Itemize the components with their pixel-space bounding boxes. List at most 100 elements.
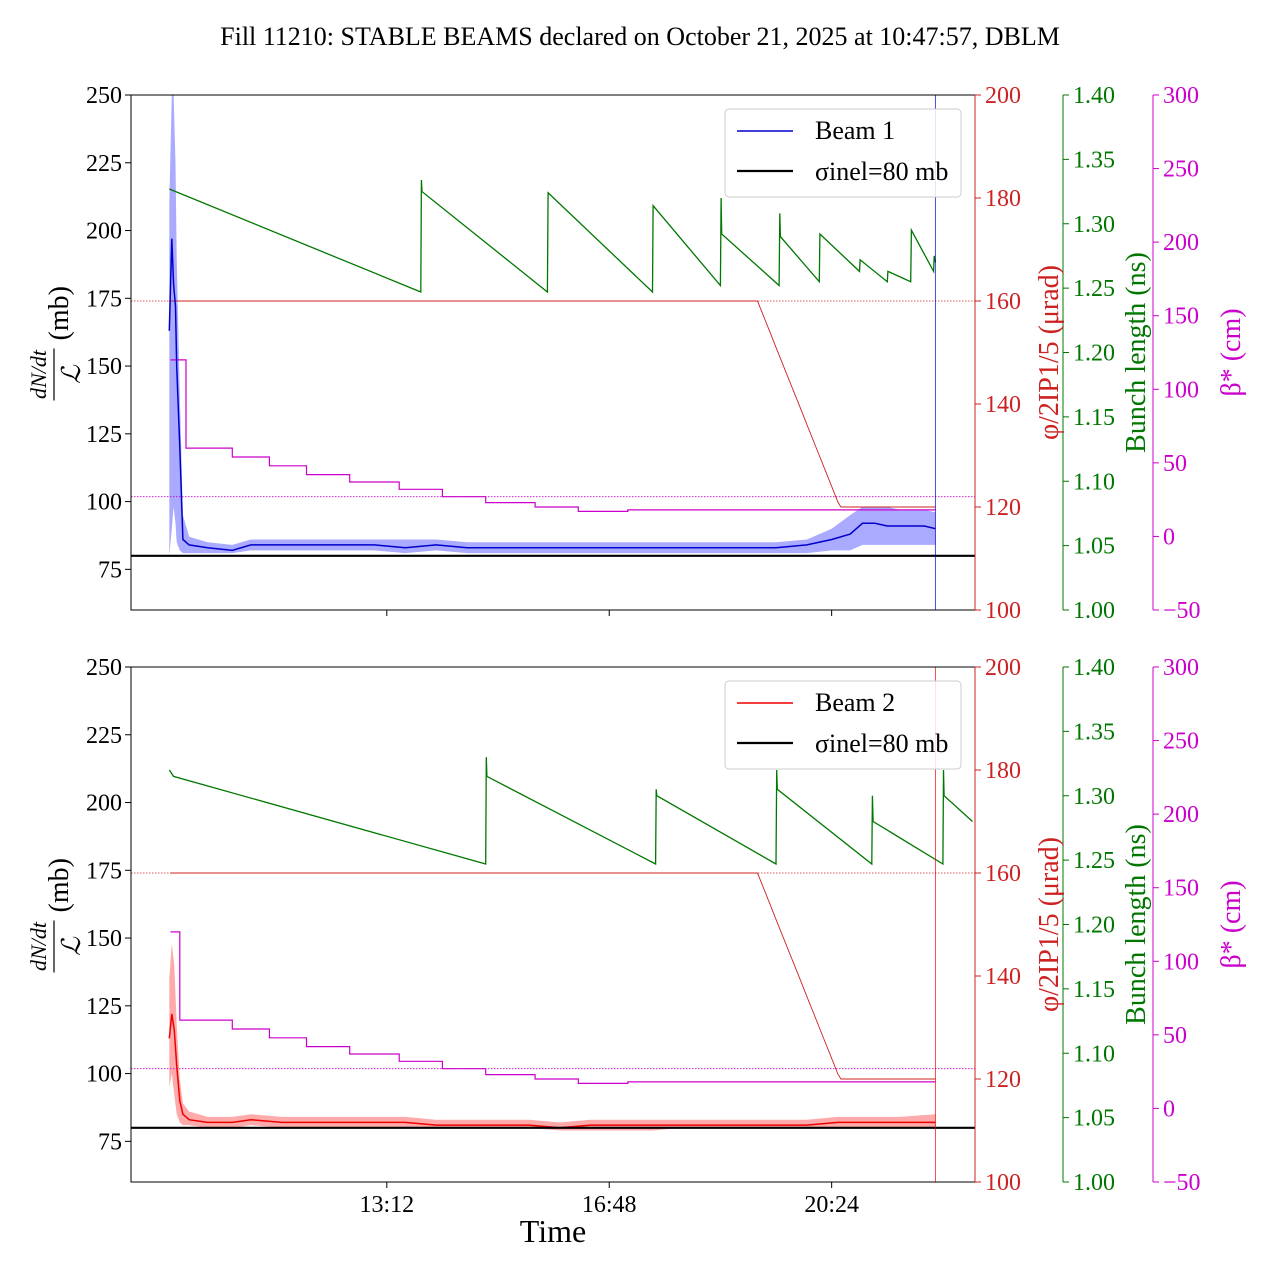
- bunch-tick-label: 1.40: [1073, 655, 1115, 681]
- beta-tick-label: 200: [1163, 230, 1199, 256]
- y-tick-label: 175: [86, 858, 122, 884]
- bunch-tick-label: 1.10: [1073, 1041, 1115, 1067]
- crossing-tick-label: 200: [985, 83, 1021, 109]
- beta-tick-label: 300: [1163, 655, 1199, 681]
- y-tick-label: 75: [98, 1129, 122, 1155]
- legend-label-sigma: σinel=80 mb: [815, 729, 948, 758]
- bunch-tick-label: 1.00: [1073, 598, 1115, 624]
- y-tick-label: 150: [86, 926, 122, 952]
- bunch-tick-label: 1.40: [1073, 83, 1115, 109]
- y-tick-label: 225: [86, 151, 122, 177]
- crossing-tick-label: 140: [985, 964, 1021, 990]
- series-band-bottom: [169, 943, 936, 1131]
- beta-tick-label: 0: [1163, 1096, 1175, 1122]
- plot-area: [131, 667, 975, 1182]
- beta-tick-label: 150: [1163, 876, 1199, 902]
- beta-tick-label: −50: [1163, 598, 1201, 624]
- bunch-tick-label: 1.10: [1073, 469, 1115, 495]
- bunch-tick-label: 1.20: [1073, 341, 1115, 367]
- bunch-tick-label: 1.30: [1073, 784, 1115, 810]
- beta-tick-label: 150: [1163, 304, 1199, 330]
- y-axis-label: dN/dt ℒ (mb): [26, 858, 86, 973]
- beta-tick-label: −50: [1163, 1170, 1201, 1196]
- y-tick-label: 250: [86, 83, 122, 109]
- crossing-tick-label: 180: [985, 758, 1021, 784]
- crossing-tick-label: 200: [985, 655, 1021, 681]
- beta-tick-label: 200: [1163, 802, 1199, 828]
- bunch-tick-label: 1.35: [1073, 147, 1115, 173]
- x-tick-label: 16:48: [582, 1192, 637, 1218]
- y-label-denominator: ℒ: [57, 936, 86, 956]
- x-axis-label: Time: [520, 1213, 586, 1249]
- series-beta-star: [170, 931, 936, 1085]
- y-label-unit: (mb): [44, 286, 75, 340]
- bunch-tick-label: 1.25: [1073, 848, 1115, 874]
- y-axis-label: dN/dt ℒ (mb): [26, 286, 86, 401]
- crossing-tick-label: 100: [985, 598, 1021, 624]
- series-bunch-length: [169, 179, 937, 294]
- y-tick-label: 200: [86, 791, 122, 817]
- series-beam-1: [168, 238, 936, 552]
- beta-tick-label: 0: [1163, 524, 1175, 550]
- crossing-tick-label: 140: [985, 392, 1021, 418]
- y-label-unit: (mb): [44, 858, 75, 912]
- y-tick-label: 250: [86, 655, 122, 681]
- plot-area: [131, 95, 975, 610]
- beta-tick-label: 100: [1163, 377, 1199, 403]
- beta-tick-label: 100: [1163, 949, 1199, 975]
- crossing-axis-label: φ/2IP1/5 (μrad): [1034, 265, 1065, 440]
- y-label-numerator: dN/dt: [26, 921, 51, 971]
- bunch-tick-label: 1.20: [1073, 913, 1115, 939]
- y-tick-label: 75: [98, 557, 122, 583]
- x-tick-label: 13:12: [359, 1192, 414, 1218]
- crossing-tick-label: 160: [985, 861, 1021, 887]
- chart-title: Fill 11210: STABLE BEAMS declared on Oct…: [220, 22, 1060, 51]
- series-beta-star: [170, 359, 936, 512]
- bunch-tick-label: 1.05: [1073, 1106, 1115, 1132]
- panel-bottom: 75 100 125 150 175 200 225 250 100 120 140 160 180 20…: [26, 655, 1247, 1218]
- series-bunch-length: [168, 757, 973, 866]
- y-tick-label: 175: [86, 286, 122, 312]
- bunch-tick-label: 1.15: [1073, 405, 1115, 431]
- legend: Beam 1 σinel=80 mb: [724, 108, 962, 198]
- y-tick-label: 100: [86, 490, 122, 516]
- legend: Beam 2 σinel=80 mb: [724, 680, 962, 770]
- bunch-tick-label: 1.00: [1073, 1170, 1115, 1196]
- crossing-tick-label: 160: [985, 289, 1021, 315]
- beta-tick-label: 250: [1163, 157, 1199, 183]
- y-tick-label: 100: [86, 1062, 122, 1088]
- series-beam-2: [168, 1013, 936, 1129]
- crossing-axis-label: φ/2IP1/5 (μrad): [1034, 837, 1065, 1012]
- beta-tick-label: 300: [1163, 83, 1199, 109]
- series-crossing-angle: [170, 300, 936, 508]
- bunch-axis-label: Bunch length (ns): [1121, 824, 1152, 1025]
- y-tick-label: 225: [86, 723, 122, 749]
- beta-axis-label: β* (cm): [1216, 880, 1247, 968]
- beta-axis-label: β* (cm): [1216, 308, 1247, 396]
- y-tick-label: 200: [86, 219, 122, 245]
- panel-top: 75 100 125 150 175 200 225 250 100 120 140 160 180 20…: [26, 83, 1247, 624]
- y-tick-label: 125: [86, 422, 122, 448]
- bunch-tick-label: 1.35: [1073, 719, 1115, 745]
- y-tick-label: 125: [86, 994, 122, 1020]
- legend-label-beam: Beam 1: [815, 116, 895, 145]
- bunch-axis-label: Bunch length (ns): [1121, 252, 1152, 453]
- y-label-denominator: ℒ: [57, 364, 86, 384]
- beta-tick-label: 250: [1163, 729, 1199, 755]
- y-tick-label: 150: [86, 354, 122, 380]
- crossing-tick-label: 120: [985, 495, 1021, 521]
- bunch-tick-label: 1.15: [1073, 977, 1115, 1003]
- legend-label-sigma: σinel=80 mb: [815, 157, 948, 186]
- x-tick-label: 20:24: [804, 1192, 859, 1218]
- series-crossing-angle: [170, 872, 936, 1080]
- beta-tick-label: 50: [1163, 1023, 1187, 1049]
- bunch-tick-label: 1.25: [1073, 276, 1115, 302]
- bunch-tick-label: 1.30: [1073, 212, 1115, 238]
- legend-label-beam: Beam 2: [815, 688, 895, 717]
- crossing-tick-label: 180: [985, 186, 1021, 212]
- beta-tick-label: 50: [1163, 451, 1187, 477]
- crossing-tick-label: 120: [985, 1067, 1021, 1093]
- y-label-numerator: dN/dt: [26, 349, 51, 399]
- bunch-tick-label: 1.05: [1073, 534, 1115, 560]
